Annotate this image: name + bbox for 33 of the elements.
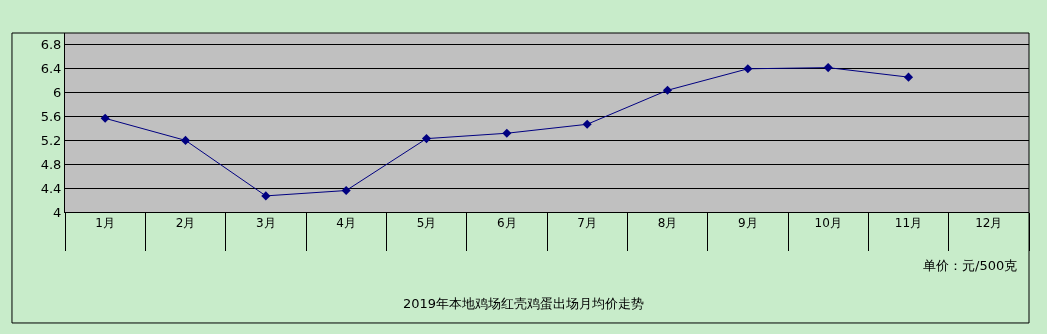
x-tick-label: 7月 xyxy=(577,216,597,231)
x-tick-label: 3月 xyxy=(256,216,276,231)
point xyxy=(662,85,673,95)
point xyxy=(823,63,833,73)
point xyxy=(903,72,914,82)
y-tick-label: 6.8 xyxy=(40,37,62,53)
x-tick-label: 10月 xyxy=(814,216,842,231)
point xyxy=(502,128,512,138)
point xyxy=(743,64,753,74)
x-tick-label: 9月 xyxy=(738,216,758,231)
point xyxy=(421,134,432,144)
text: 2019年本地鸡场红壳鸡蛋出场月均价走势 xyxy=(402,296,645,312)
x-tick-label: 4月 xyxy=(336,216,356,231)
point xyxy=(100,113,110,123)
y-tick-label: 6 xyxy=(53,85,62,101)
y-tick-label: 4.4 xyxy=(40,180,62,196)
x-tick-label: 6月 xyxy=(497,216,517,231)
text: 单价：元/500克 xyxy=(923,258,1018,273)
x-tick-label: 11月 xyxy=(894,216,923,231)
x-tick-label: 5月 xyxy=(416,216,437,231)
point xyxy=(180,135,191,145)
y-tick-label: 4.8 xyxy=(40,156,62,172)
x-tick-label: 1月 xyxy=(95,216,115,231)
x-tick-label: 8月 xyxy=(657,216,678,231)
x-tick-label: 12月 xyxy=(975,216,1003,231)
x-tick-label: 2月 xyxy=(175,216,196,231)
y-tick-label: 5.6 xyxy=(40,109,62,125)
y-tick-label: 6.4 xyxy=(40,61,62,77)
y-tick-label: 4 xyxy=(53,204,62,220)
point xyxy=(582,119,592,129)
y-tick-label: 5.2 xyxy=(40,132,62,148)
point xyxy=(341,185,351,196)
point xyxy=(261,191,271,201)
